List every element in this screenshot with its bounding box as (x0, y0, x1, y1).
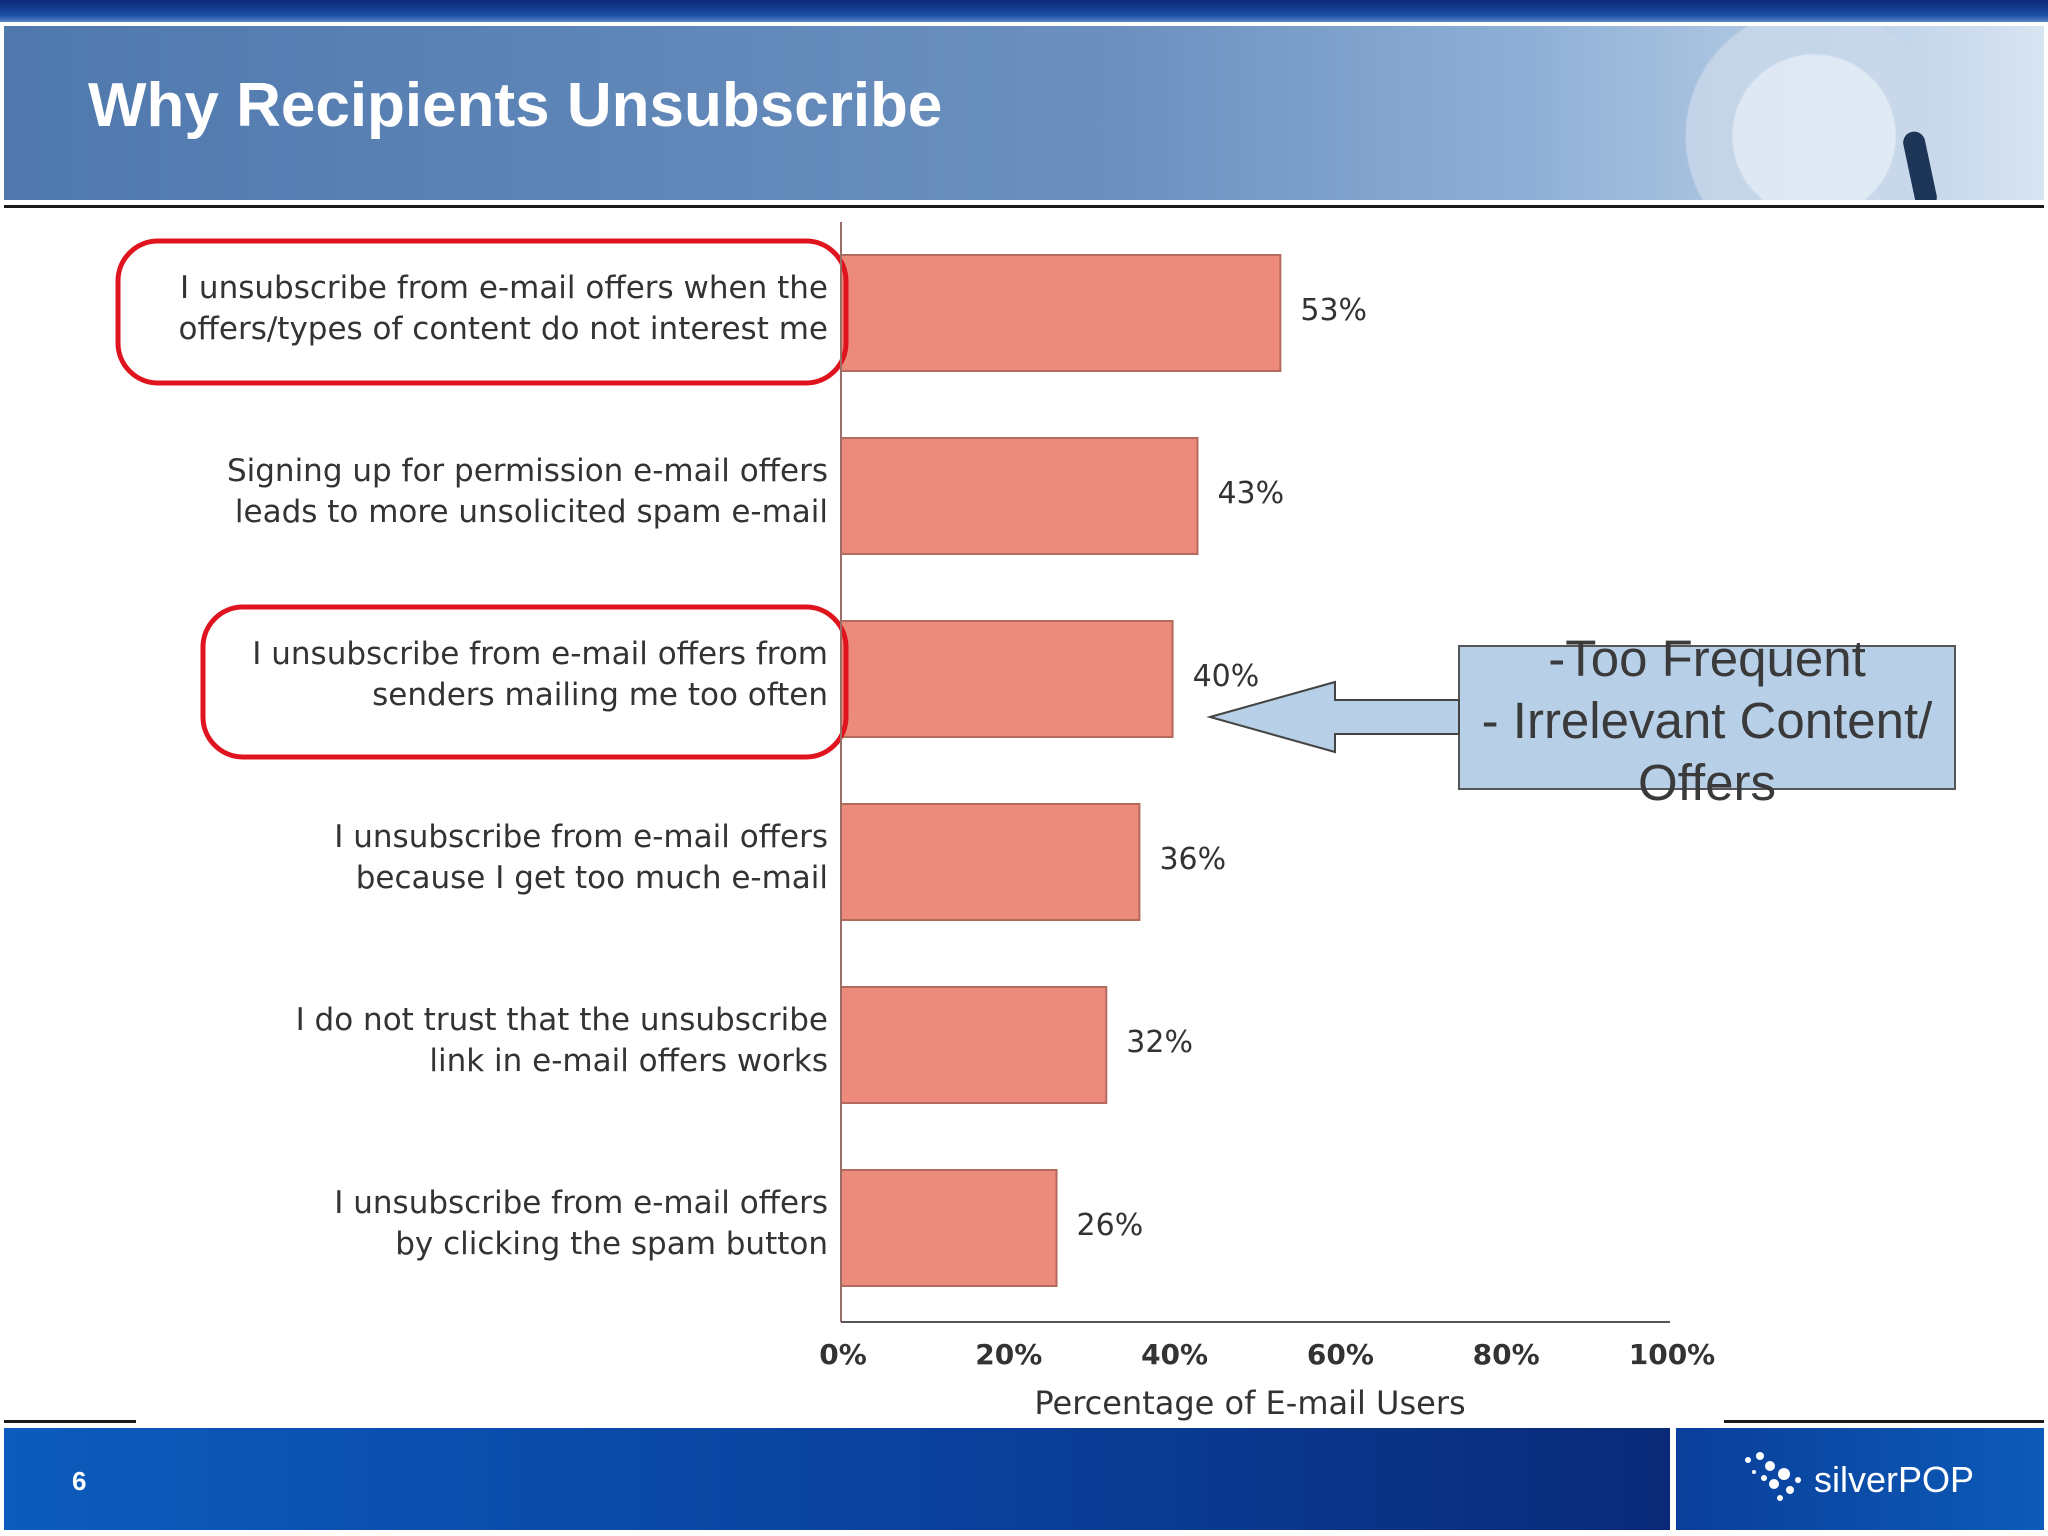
x-tick-label: 20% (975, 1338, 1043, 1371)
highlight-outline (115, 238, 849, 386)
bar-value-label: 40% (1192, 659, 1260, 694)
category-label: I unsubscribe from e-mail offers because … (68, 817, 828, 899)
footer-logo-band (1676, 1428, 2044, 1530)
highlight-outline (200, 604, 849, 760)
footer-divider-right (1724, 1420, 2044, 1423)
callout-line: -Too Frequent (1548, 630, 1866, 687)
header-band (4, 26, 2044, 200)
category-label-line: offers/types of content do not interest … (178, 311, 828, 347)
category-label-line: I do not trust that the unsubscribe (295, 1002, 828, 1038)
bar (840, 1169, 1058, 1287)
callout-text: -Too Frequent - Irrelevant Content/ Offe… (1459, 628, 1955, 814)
category-label-line: I unsubscribe from e-mail offers (334, 1185, 828, 1221)
category-label-line: by clicking the spam button (395, 1226, 828, 1262)
bar-value-label: 32% (1126, 1025, 1193, 1060)
category-label: I unsubscribe from e-mail offers by click… (68, 1183, 828, 1265)
x-tick-label: 100% (1628, 1338, 1716, 1371)
category-label: Signing up for permission e-mail offers l… (68, 451, 828, 533)
category-label: I unsubscribe from e-mail offers when th… (68, 268, 828, 350)
callout-line: Offers (1638, 754, 1776, 811)
top-accent-strip (0, 0, 2048, 22)
bar (840, 620, 1174, 738)
page-number: 6 (72, 1466, 87, 1496)
bar-value-label: 43% (1217, 476, 1285, 511)
silverpop-logo-text: silverPOP (1814, 1459, 1975, 1500)
bar-value-label: 26% (1076, 1208, 1144, 1243)
category-label-line: I unsubscribe from e-mail offers when th… (179, 270, 828, 306)
bar (840, 986, 1108, 1104)
category-label-line: I unsubscribe from e-mail offers (334, 819, 828, 855)
category-label-line: Signing up for permission e-mail offers (226, 453, 828, 489)
category-label: I do not trust that the unsubscribe link … (68, 1000, 828, 1082)
bar (840, 803, 1141, 921)
silverpop-logo-icon (1745, 1452, 1801, 1501)
bar (840, 254, 1282, 372)
category-label-line: senders mailing me too often (372, 677, 828, 713)
bar-value-label: 53% (1300, 293, 1368, 328)
category-label-line: because I get too much e-mail (355, 860, 828, 896)
x-tick-label: 40% (1141, 1338, 1209, 1371)
x-tick-label: 0% (819, 1338, 867, 1371)
slide-title: Why Recipients Unsubscribe (88, 71, 943, 140)
category-label-line: leads to more unsolicited spam e-mail (234, 494, 828, 530)
header-divider (4, 205, 2044, 208)
category-label-line: link in e-mail offers works (429, 1043, 828, 1079)
x-tick-label: 80% (1472, 1338, 1540, 1371)
x-tick-label: 60% (1306, 1338, 1374, 1371)
callout-arrow (1206, 680, 1460, 754)
bar (840, 437, 1199, 555)
footer-divider-left (4, 1420, 136, 1423)
footer-band (4, 1428, 1670, 1530)
bar-value-label: 36% (1159, 842, 1227, 877)
category-label-line: I unsubscribe from e-mail offers from (252, 636, 828, 672)
category-label: I unsubscribe from e-mail offers from sen… (68, 634, 828, 716)
x-axis-title: Percentage of E-mail Users (1034, 1384, 1466, 1422)
callout-line: - Irrelevant Content/ (1481, 692, 1933, 749)
